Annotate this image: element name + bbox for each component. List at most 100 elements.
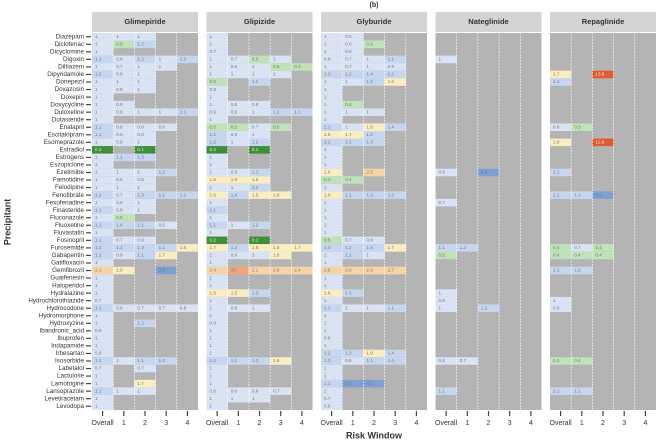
cell bbox=[92, 40, 114, 49]
cell-label: 12.9 bbox=[595, 140, 604, 145]
cell bbox=[384, 191, 406, 199]
cell bbox=[113, 131, 135, 139]
cell bbox=[321, 48, 343, 56]
y-tick-label: Fenofibrate bbox=[52, 192, 84, 199]
cell-label: 1 bbox=[231, 222, 234, 227]
cell-label: 1.7 bbox=[553, 72, 560, 77]
cell-label: 1.1 bbox=[210, 207, 217, 212]
cell bbox=[321, 123, 343, 132]
cell bbox=[321, 70, 343, 79]
cell-label: 0.9 bbox=[116, 87, 123, 92]
cell bbox=[571, 244, 593, 252]
cell-label: 1.9 bbox=[553, 140, 560, 145]
cell bbox=[206, 161, 228, 169]
cell bbox=[342, 304, 364, 312]
cell-label: 1.1 bbox=[345, 140, 352, 145]
cell bbox=[206, 244, 228, 252]
cell-label: 1 bbox=[366, 253, 369, 258]
cell-label: 1 bbox=[273, 57, 276, 62]
cell bbox=[113, 236, 135, 245]
cell-label: 1.1 bbox=[95, 358, 102, 363]
cell bbox=[571, 387, 593, 395]
cell-label: 1 bbox=[252, 305, 255, 310]
x-tick-label: 3 bbox=[279, 420, 283, 427]
y-tick-label: Gatifloxacin bbox=[51, 260, 84, 267]
cell-label: 1.1 bbox=[439, 245, 446, 250]
cell-label: 1 bbox=[116, 170, 119, 175]
x-tick-label: 1 bbox=[580, 420, 584, 427]
cell-label: 0.9 bbox=[137, 238, 144, 243]
cell-label: 1 bbox=[210, 305, 213, 310]
cell bbox=[113, 183, 135, 192]
cell bbox=[92, 274, 114, 282]
cell-label: 1 bbox=[137, 87, 140, 92]
cell-label: 1 bbox=[95, 403, 98, 408]
cell bbox=[227, 357, 249, 365]
x-tick-label: 4 bbox=[300, 420, 304, 427]
cell-label: 1 bbox=[345, 305, 348, 310]
cell-label: 1.1 bbox=[388, 57, 395, 62]
cell bbox=[134, 251, 156, 260]
cell-label: 1 bbox=[324, 222, 327, 227]
cell bbox=[321, 266, 343, 275]
cell bbox=[363, 357, 385, 365]
cell-label: 0.5 bbox=[210, 79, 217, 84]
cell bbox=[571, 123, 593, 132]
y-tick-label: Hydrocodone bbox=[47, 305, 85, 312]
cell bbox=[206, 236, 228, 245]
cell-label: 0.2 bbox=[210, 238, 217, 243]
cell-label: 0.9 bbox=[231, 253, 238, 258]
cell bbox=[92, 266, 114, 275]
cell-label: 0.4 bbox=[595, 253, 602, 258]
cell-label: 1 bbox=[95, 109, 98, 114]
cell-label: 0.5 bbox=[210, 124, 217, 129]
cell bbox=[571, 251, 593, 260]
cell bbox=[321, 357, 343, 365]
cell bbox=[435, 296, 457, 305]
cell-label: 1.2 bbox=[252, 79, 259, 84]
cell-label: 1 bbox=[252, 132, 255, 137]
cell bbox=[248, 304, 271, 312]
cell bbox=[248, 138, 271, 147]
cell bbox=[342, 100, 364, 109]
cell bbox=[384, 55, 406, 64]
cell-label: 1.7 bbox=[345, 132, 352, 137]
cell-label: 1 bbox=[210, 298, 213, 303]
cell bbox=[270, 70, 292, 79]
cell-label: 0.9 bbox=[116, 132, 123, 137]
y-tick-label: Donepezil bbox=[56, 79, 84, 86]
cell bbox=[435, 244, 457, 252]
cell-label: 1 bbox=[159, 64, 162, 69]
cell bbox=[270, 63, 292, 71]
cell-label: 1.2 bbox=[388, 72, 395, 77]
cell bbox=[92, 327, 114, 335]
cell bbox=[321, 100, 343, 109]
cell bbox=[248, 191, 271, 199]
cell bbox=[227, 191, 249, 199]
cell-label: 1 bbox=[439, 290, 442, 295]
cell-label: 0.9 bbox=[345, 358, 352, 363]
cell bbox=[92, 48, 114, 56]
cell bbox=[363, 63, 385, 71]
cell-label: 0.5 bbox=[574, 124, 581, 129]
cell bbox=[321, 146, 343, 154]
y-tick-label: Fluconazole bbox=[50, 214, 84, 221]
cell bbox=[206, 123, 228, 132]
cell bbox=[342, 138, 364, 147]
cell-label: 1 bbox=[116, 79, 119, 84]
cell bbox=[342, 191, 364, 199]
cell bbox=[92, 357, 114, 365]
cell bbox=[134, 153, 156, 162]
cell-label: 1.4 bbox=[388, 351, 395, 356]
cell bbox=[134, 131, 156, 139]
cell-label: 0.7 bbox=[252, 124, 259, 129]
y-tick-label: Gemfibrozil bbox=[52, 267, 84, 274]
cell bbox=[342, 33, 364, 41]
cell bbox=[113, 70, 135, 79]
cell bbox=[321, 334, 343, 343]
x-tick-label: 3 bbox=[393, 420, 397, 427]
cell-label: 1 bbox=[345, 109, 348, 114]
cell-label: 1 bbox=[324, 109, 327, 114]
cell bbox=[321, 296, 343, 305]
cell bbox=[248, 131, 271, 139]
